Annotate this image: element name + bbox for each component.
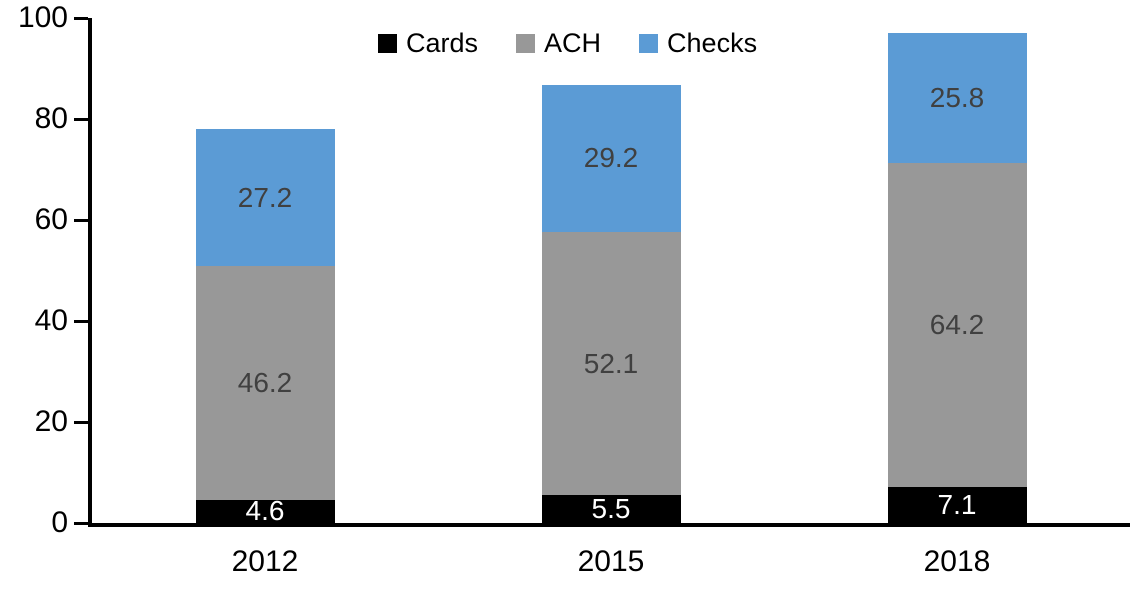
segment-checks-2018: 25.8 (887, 32, 1027, 163)
x-axis-label-2015: 2015 (577, 545, 645, 578)
y-axis-tick-label: 80 (34, 102, 68, 135)
y-axis-tick (74, 218, 88, 222)
data-label-checks-2012: 27.2 (237, 181, 293, 213)
chart-legend: Cards ACH Checks (378, 28, 757, 58)
x-axis-label-2012: 2012 (231, 545, 299, 578)
x-axis-label-2018: 2018 (923, 545, 991, 578)
y-axis-tick-label: 100 (17, 1, 68, 34)
data-label-ach-2018: 64.2 (929, 309, 985, 341)
ach-legend-swatch-icon (516, 33, 536, 53)
stacked-bar-2015: 5.5 52.1 29.2 (541, 84, 681, 525)
plot-area: 4.6 46.2 27.2 5.5 52.1 29.2 7.1 64.2 25.8 (88, 18, 1130, 527)
segment-cards-2012: 4.6 (195, 495, 335, 527)
legend-label-checks: Checks (667, 28, 758, 58)
bar-slot-2012: 4.6 46.2 27.2 (92, 18, 438, 527)
stacked-bar-2018: 7.1 64.2 25.8 (887, 32, 1027, 523)
legend-item-ach: ACH (516, 28, 601, 58)
segment-ach-2012: 46.2 (195, 266, 335, 500)
data-label-cards-2018: 7.1 (937, 489, 977, 521)
x-axis-labels: 2012 2015 2018 (92, 545, 1130, 579)
segment-cards-2018: 7.1 (887, 487, 1027, 523)
segment-checks-2012: 27.2 (195, 129, 335, 267)
segment-cards-2015: 5.5 (541, 493, 681, 525)
legend-item-checks: Checks (639, 28, 757, 58)
legend-item-cards: Cards (378, 28, 478, 58)
y-axis-tick-label: 60 (34, 203, 68, 236)
segment-ach-2015: 52.1 (541, 232, 681, 496)
cards-legend-swatch-icon (378, 33, 397, 53)
segment-ach-2018: 64.2 (887, 162, 1027, 488)
bar-slot-2018: 7.1 64.2 25.8 (784, 18, 1130, 523)
data-label-cards-2015: 5.5 (591, 493, 631, 525)
y-axis-tick-label: 40 (34, 304, 68, 337)
data-label-cards-2012: 4.6 (245, 495, 285, 527)
y-axis-tick-label: 0 (51, 506, 68, 539)
data-label-checks-2018: 25.8 (929, 81, 985, 113)
y-axis-tick (74, 16, 88, 20)
y-axis-tick (74, 521, 88, 525)
y-axis-tick (74, 117, 88, 121)
segment-checks-2015: 29.2 (541, 84, 681, 233)
data-label-checks-2015: 29.2 (583, 142, 639, 174)
checks-legend-swatch-icon (639, 33, 659, 53)
y-axis-tick (74, 420, 88, 424)
legend-label-ach: ACH (544, 28, 602, 58)
bars-container: 4.6 46.2 27.2 5.5 52.1 29.2 7.1 64.2 25.8 (92, 18, 1130, 527)
data-label-ach-2012: 46.2 (237, 367, 293, 399)
y-axis-tick-label: 20 (34, 405, 68, 438)
y-axis-tick (74, 319, 88, 323)
legend-label-cards: Cards (406, 28, 479, 58)
data-label-ach-2015: 52.1 (583, 347, 639, 379)
bar-slot-2015: 5.5 52.1 29.2 (438, 18, 784, 523)
stacked-bar-2012: 4.6 46.2 27.2 (195, 129, 335, 527)
